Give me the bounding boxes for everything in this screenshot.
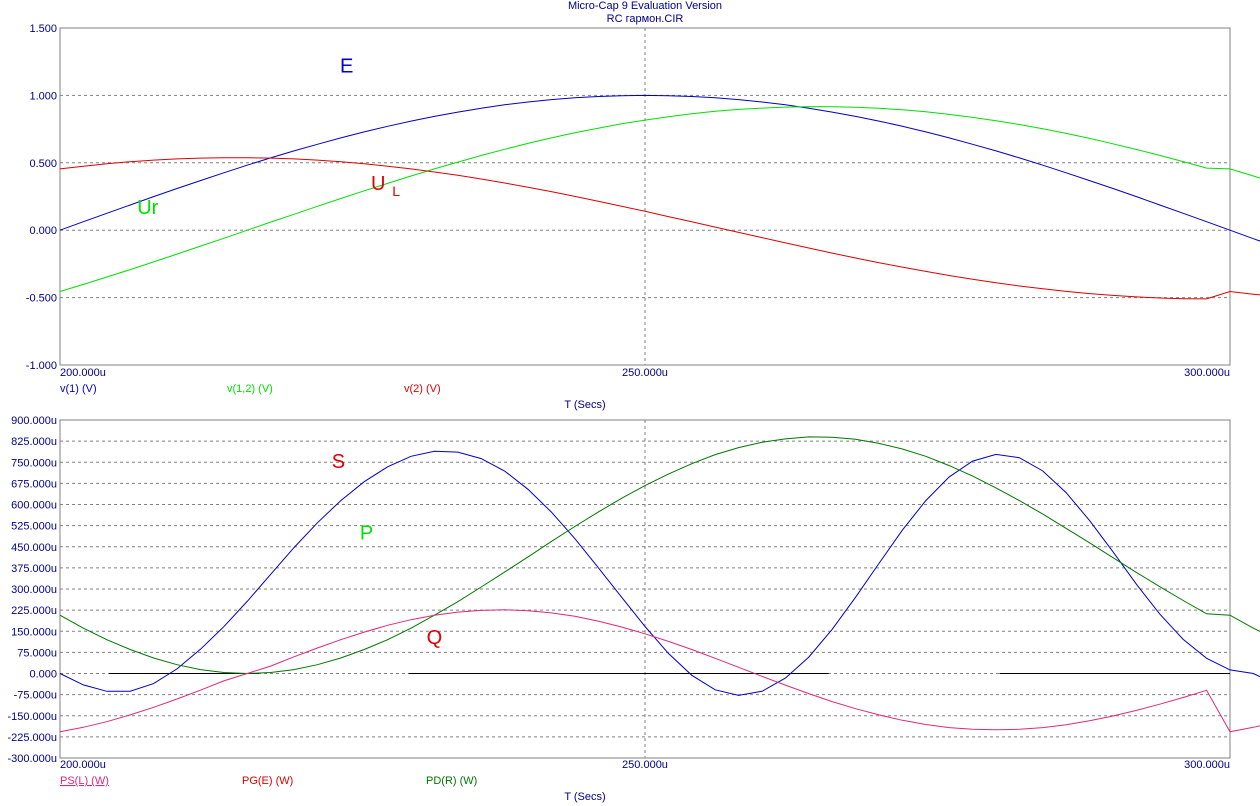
curve-label-s: S bbox=[332, 451, 345, 473]
y-tick-label: 225.000u bbox=[11, 605, 57, 617]
legend-entry-ps-l-w[interactable]: PS(L) (W) bbox=[60, 775, 109, 787]
x-axis-label: T (Secs) bbox=[564, 399, 605, 411]
y-tick-label: 1.500 bbox=[29, 23, 57, 35]
legend-entry-v-1-2-v[interactable]: v(1,2) (V) bbox=[227, 383, 273, 395]
x-tick-label: 200.000u bbox=[60, 759, 106, 771]
series-line-ps-l-w[interactable] bbox=[59, 609, 1260, 733]
y-tick-label: 1.000 bbox=[29, 90, 57, 102]
legend-entry-v-1-v[interactable]: v(1) (V) bbox=[60, 383, 97, 395]
y-tick-label: -75.000u bbox=[14, 690, 57, 702]
legend-entry-pg-e-w[interactable]: PG(E) (W) bbox=[242, 775, 293, 787]
series-line-pg-e-w[interactable] bbox=[59, 450, 1260, 696]
y-tick-label: 525.000u bbox=[11, 521, 57, 533]
curve-label-subscript: L bbox=[392, 183, 400, 199]
y-tick-label: -300.000u bbox=[7, 753, 57, 765]
curve-label-u: U bbox=[371, 173, 385, 195]
x-axis-label: T (Secs) bbox=[564, 791, 605, 803]
y-tick-label: 0.000 bbox=[29, 225, 57, 237]
x-tick-label: 200.000u bbox=[60, 367, 106, 379]
x-tick-label: 300.000u bbox=[1184, 759, 1230, 771]
series-line-v-1-2-v[interactable] bbox=[59, 106, 1260, 354]
y-tick-label: 675.000u bbox=[11, 478, 57, 490]
series-line-v-1-v[interactable] bbox=[59, 94, 1260, 365]
y-tick-label: 375.000u bbox=[11, 563, 57, 575]
y-tick-label: -150.000u bbox=[7, 711, 57, 723]
y-tick-label: 0.500 bbox=[29, 158, 57, 170]
y-tick-label: 0.000 bbox=[29, 669, 57, 681]
x-tick-label: 300.000u bbox=[1184, 367, 1230, 379]
x-tick-label: 250.000u bbox=[622, 759, 668, 771]
y-tick-label: 825.000u bbox=[11, 436, 57, 448]
y-tick-label: 150.000u bbox=[11, 626, 57, 638]
y-tick-label: 750.000u bbox=[11, 457, 57, 469]
voltage-plot[interactable]: 1.500 1.000 0.500 0.000 -0.500 -1.000200.000u… bbox=[26, 23, 1260, 411]
y-tick-label: 75.000u bbox=[17, 647, 57, 659]
power-plot[interactable]: 900.000u 825.000u 750.000u 675.000u 600.000u… bbox=[7, 415, 1260, 803]
y-tick-label: -0.500 bbox=[26, 293, 57, 305]
y-tick-label: 600.000u bbox=[11, 500, 57, 512]
series-line-v-2-v[interactable] bbox=[59, 157, 1260, 303]
curve-label-p: P bbox=[360, 523, 373, 545]
legend-entry-pd-r-w[interactable]: PD(R) (W) bbox=[426, 775, 477, 787]
y-tick-label: 450.000u bbox=[11, 542, 57, 554]
window-title: Micro-Cap 9 Evaluation Version bbox=[568, 0, 722, 12]
legend-entry-v-2-v[interactable]: v(2) (V) bbox=[404, 383, 441, 395]
curve-label-q: Q bbox=[427, 627, 443, 649]
circuit-file-name: RC гармон.CIR bbox=[607, 13, 684, 25]
curve-label-e: E bbox=[340, 55, 353, 77]
x-tick-label: 250.000u bbox=[622, 367, 668, 379]
y-tick-label: 300.000u bbox=[11, 584, 57, 596]
curve-label-ur: Ur bbox=[137, 197, 158, 219]
series-line-pd-r-w[interactable] bbox=[59, 436, 1260, 675]
y-tick-label: -1.000 bbox=[26, 360, 57, 372]
y-tick-label: -225.000u bbox=[7, 732, 57, 744]
y-tick-label: 900.000u bbox=[11, 415, 57, 427]
